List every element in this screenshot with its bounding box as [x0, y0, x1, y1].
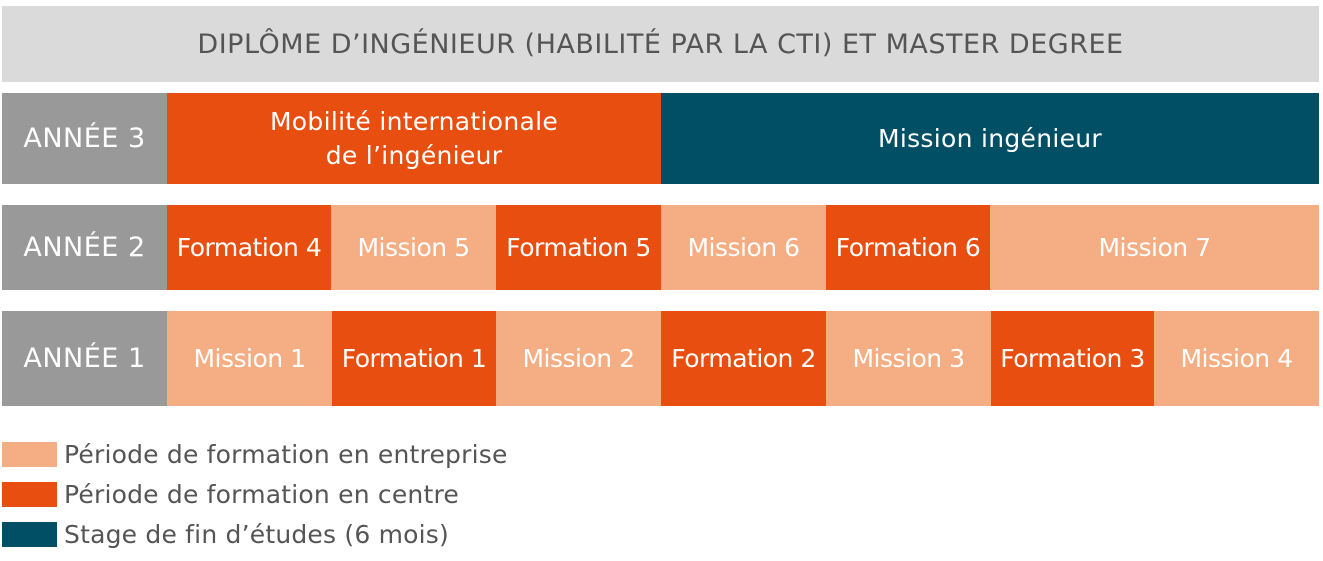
block-mission-3: Mission 3: [826, 311, 991, 406]
block-mission-5: Mission 5: [331, 205, 496, 290]
legend-label: Stage de fin d’études (6 mois): [64, 519, 449, 549]
legend-label: Période de formation en entreprise: [64, 439, 508, 469]
year-label: ANNÉE 2: [2, 205, 167, 290]
year-row-1: ANNÉE 1 Mission 1 Formation 1 Mission 2 …: [2, 311, 1319, 406]
block-label: Formation 2: [671, 344, 816, 373]
block-mission-6: Mission 6: [661, 205, 826, 290]
block-formation-4: Formation 4: [167, 205, 331, 290]
block-label: Mission 7: [1098, 233, 1211, 262]
legend-item-entreprise: Période de formation en entreprise: [2, 434, 508, 474]
block-label: Mission 2: [522, 344, 635, 373]
block-label: Formation 3: [1000, 344, 1145, 373]
block-label: Formation 4: [176, 233, 322, 262]
block-formation-6: Formation 6: [826, 205, 990, 290]
block-formation-3: Formation 3: [991, 311, 1154, 406]
block-mission-7: Mission 7: [990, 205, 1319, 290]
year-row-2: ANNÉE 2 Formation 4 Mission 5 Formation …: [2, 205, 1319, 290]
block-mission-ingenieur: Mission ingénieur: [661, 93, 1319, 184]
legend: Période de formation en entreprise Pério…: [2, 434, 508, 554]
block-label-line1: Mobilité internationale: [269, 106, 559, 136]
year-label: ANNÉE 1: [2, 311, 167, 406]
block-mobilite-internationale: Mobilité internationale de l’ingénieur: [167, 93, 661, 184]
block-label: Mission 6: [687, 233, 800, 262]
block-label: Formation 6: [835, 233, 981, 262]
block-label: Formation 1: [341, 344, 487, 373]
legend-swatch: [2, 521, 57, 547]
year-label: ANNÉE 3: [2, 93, 167, 184]
legend-item-stage: Stage de fin d’études (6 mois): [2, 514, 508, 554]
block-label: Mission 3: [852, 344, 965, 373]
block-label: Mission 5: [357, 233, 470, 262]
block-mission-1: Mission 1: [167, 311, 332, 406]
block-label-line2: de l’ingénieur: [325, 140, 503, 170]
legend-item-centre: Période de formation en centre: [2, 474, 508, 514]
block-formation-2: Formation 2: [661, 311, 826, 406]
diagram-title: DIPLÔME D’INGÉNIEUR (HABILITÉ PAR LA CTI…: [2, 6, 1319, 82]
block-formation-5: Formation 5: [496, 205, 661, 290]
block-label: Formation 5: [506, 233, 651, 262]
year-row-3: ANNÉE 3 Mobilité internationale de l’ingé…: [2, 93, 1319, 184]
block-label: Mission 4: [1180, 344, 1293, 373]
block-formation-1: Formation 1: [332, 311, 496, 406]
block-label: Mission ingénieur: [877, 124, 1103, 153]
legend-swatch: [2, 441, 57, 467]
block-mission-2: Mission 2: [496, 311, 661, 406]
legend-label: Période de formation en centre: [64, 479, 459, 509]
block-label: Mission 1: [193, 344, 306, 373]
block-mission-4: Mission 4: [1154, 311, 1319, 406]
legend-swatch: [2, 481, 57, 507]
